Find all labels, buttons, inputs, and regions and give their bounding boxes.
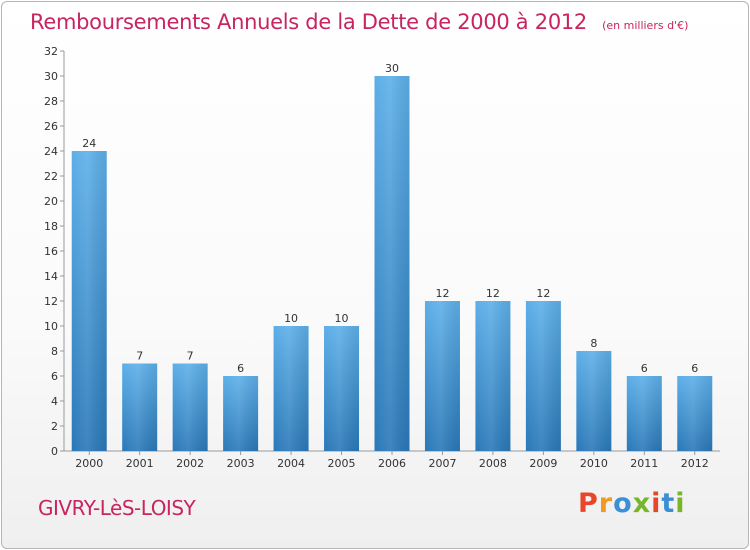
logo-letter: o bbox=[613, 488, 633, 519]
x-tick-label: 2004 bbox=[277, 457, 305, 470]
bars bbox=[71, 76, 713, 451]
bar-shine bbox=[71, 151, 107, 451]
bar-value-label: 6 bbox=[691, 362, 698, 375]
y-tick-label: 30 bbox=[44, 70, 58, 83]
bar-shine bbox=[273, 326, 309, 451]
chart-subtitle: (en milliers d'€) bbox=[602, 19, 689, 32]
x-tick-label: 2006 bbox=[378, 457, 406, 470]
y-tick-label: 18 bbox=[44, 220, 58, 233]
bar-shine bbox=[677, 376, 713, 451]
logo-letter: P bbox=[578, 488, 599, 519]
bar-value-label: 12 bbox=[435, 287, 449, 300]
data-labels: 24 7 7 6 10 10 30 12 12 12 8 6 6 bbox=[82, 62, 698, 375]
bar-shine bbox=[172, 363, 208, 451]
y-tick-label: 26 bbox=[44, 120, 58, 133]
x-tick-label: 2008 bbox=[479, 457, 507, 470]
bar-shine bbox=[324, 326, 360, 451]
bar-shine bbox=[525, 301, 561, 451]
bar-shine bbox=[223, 376, 259, 451]
y-tick-label: 4 bbox=[51, 395, 58, 408]
bar-shine bbox=[576, 351, 612, 451]
bar-value-label: 7 bbox=[187, 350, 194, 363]
y-tick-label: 10 bbox=[44, 320, 58, 333]
bar-value-label: 10 bbox=[284, 312, 298, 325]
y-tick-label: 6 bbox=[51, 370, 58, 383]
logo-letter: i bbox=[675, 488, 686, 519]
x-tick-label: 2012 bbox=[681, 457, 709, 470]
bar-value-label: 6 bbox=[237, 362, 244, 375]
bar-shine bbox=[122, 363, 158, 451]
bar-shine bbox=[424, 301, 460, 451]
proxiti-logo: Proxiti bbox=[578, 488, 686, 519]
logo-letter: r bbox=[598, 488, 614, 519]
y-tick-label: 2 bbox=[51, 420, 58, 433]
x-tick-label: 2009 bbox=[529, 457, 557, 470]
bar-value-label: 10 bbox=[335, 312, 349, 325]
bar-value-label: 12 bbox=[536, 287, 550, 300]
bar-value-label: 7 bbox=[136, 350, 143, 363]
logo-letter: t bbox=[661, 488, 676, 519]
y-tick-label: 24 bbox=[44, 145, 58, 158]
y-tick-label: 16 bbox=[44, 245, 58, 258]
chart-title: Remboursements Annuels de la Dette de 20… bbox=[30, 10, 587, 34]
y-tick-label: 28 bbox=[44, 95, 58, 108]
bar-shine bbox=[374, 76, 410, 451]
y-tick-label: 12 bbox=[44, 295, 58, 308]
y-tick-label: 32 bbox=[44, 45, 58, 58]
x-tick-label: 2002 bbox=[176, 457, 204, 470]
chart-title-block: Remboursements Annuels de la Dette de 20… bbox=[30, 10, 688, 34]
x-tick-label: 2010 bbox=[580, 457, 608, 470]
y-tick-label: 22 bbox=[44, 170, 58, 183]
x-tick-label: 2000 bbox=[75, 457, 103, 470]
bar-value-label: 8 bbox=[590, 337, 597, 350]
bar-value-label: 24 bbox=[82, 137, 96, 150]
x-tick-label: 2011 bbox=[630, 457, 658, 470]
bar-shine bbox=[475, 301, 511, 451]
logo-letter: x bbox=[632, 488, 652, 519]
logo-letter: i bbox=[651, 488, 662, 519]
y-tick-label: 20 bbox=[44, 195, 58, 208]
x-tick-label: 2005 bbox=[328, 457, 356, 470]
bar-shine bbox=[626, 376, 662, 451]
y-tick-label: 0 bbox=[51, 445, 58, 458]
x-tick-label: 2007 bbox=[428, 457, 456, 470]
commune-name: GIVRY-LèS-LOISY bbox=[38, 496, 196, 520]
y-tick-label: 14 bbox=[44, 270, 58, 283]
x-tick-label: 2003 bbox=[227, 457, 255, 470]
x-tick-label: 2001 bbox=[126, 457, 154, 470]
bar-value-label: 12 bbox=[486, 287, 500, 300]
y-tick-label: 8 bbox=[51, 345, 58, 358]
bar-value-label: 30 bbox=[385, 62, 399, 75]
bar-value-label: 6 bbox=[641, 362, 648, 375]
